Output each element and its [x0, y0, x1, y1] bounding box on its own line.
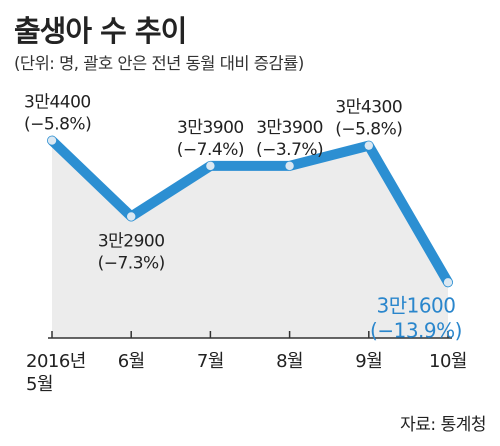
value-label-0: 3만4400: [24, 93, 91, 113]
value-label-1: 3만2900: [98, 232, 165, 252]
x-axis: [48, 331, 452, 339]
area-fill-layer: [52, 140, 448, 338]
source-note: 자료: 통계청: [400, 415, 486, 435]
x-tick-label-0-1: 5월: [26, 374, 53, 395]
x-tick-label-0-0: 2016년: [26, 351, 86, 372]
data-point-3: [285, 161, 294, 171]
chart-title: 출생아 수 추이: [14, 14, 187, 48]
data-point-5: [443, 278, 453, 287]
area-fill: [52, 140, 448, 338]
chart-subtitle: (단위: 명, 괄호 안은 전년 동월 대비 증감률): [14, 54, 304, 73]
change-label-1: (−7.3%): [98, 254, 165, 274]
x-tick-label-5: 10월: [429, 351, 467, 372]
series-line-layer: [47, 135, 453, 288]
value-label-5: 3만1600: [376, 293, 455, 317]
x-tick-label-4: 9월: [355, 351, 382, 372]
value-label-2: 3만3900: [177, 118, 244, 138]
change-label-0: (−5.8%): [24, 115, 91, 135]
value-label-3: 3만3900: [256, 118, 323, 138]
change-label-5: (−13.9%): [370, 318, 462, 342]
data-point-layer: [47, 136, 453, 287]
series-line: [47, 135, 453, 288]
change-label-2: (−7.4%): [177, 140, 244, 160]
change-label-3: (−3.7%): [256, 140, 323, 160]
data-point-1: [127, 212, 136, 221]
value-label-4: 3만4300: [335, 98, 402, 118]
data-point-2: [206, 161, 215, 171]
change-label-4: (−5.8%): [335, 120, 402, 140]
x-tick-label-3: 8월: [276, 351, 303, 372]
x-tick-label-2: 7월: [197, 351, 224, 372]
data-point-0: [47, 136, 57, 145]
data-label-layer: 3만4400(−5.8%)3만2900(−7.3%)3만3900(−7.4%)3…: [24, 93, 462, 343]
data-point-4: [364, 141, 373, 150]
x-tick-label-1: 6월: [118, 351, 145, 372]
